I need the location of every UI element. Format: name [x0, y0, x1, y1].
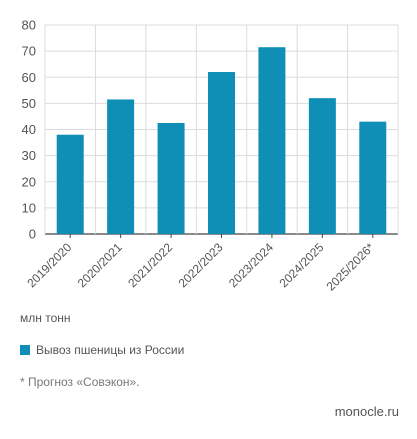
y-tick-label: 20: [22, 174, 36, 189]
x-tick-label: 2025/2026*: [324, 240, 378, 294]
x-tick-label: 2024/2025: [276, 240, 326, 290]
legend-label: Вывоз пшеницы из России: [36, 343, 185, 357]
bar: [359, 121, 387, 234]
bar: [107, 99, 135, 234]
x-tick-label: 2022/2023: [176, 240, 226, 290]
y-tick-label: 30: [22, 148, 36, 163]
y-tick-label: 40: [22, 122, 36, 137]
bar: [258, 47, 286, 234]
bar-chart: 0 10 20 30 40 50 60 70 80 2019/2020 2020/2021 2021/…: [22, 18, 399, 294]
y-tick-label: 0: [29, 227, 36, 242]
unit-label: млн тонн: [20, 311, 71, 325]
bar: [56, 134, 84, 234]
x-tick-label: 2020/2021: [75, 240, 125, 290]
bar: [157, 122, 185, 234]
y-tick-label: 70: [22, 44, 36, 59]
bar: [308, 98, 336, 235]
x-tick-label: 2023/2024: [226, 240, 276, 290]
x-tick-label: 2019/2020: [24, 240, 74, 290]
bar: [208, 72, 235, 235]
x-tick-label: 2021/2022: [125, 240, 175, 290]
y-tick-label: 10: [22, 200, 36, 215]
y-tick-label: 50: [22, 96, 36, 111]
y-tick-label: 60: [22, 70, 36, 85]
legend: Вывоз пшеницы из России: [20, 343, 184, 357]
y-tick-label: 80: [22, 18, 36, 33]
legend-swatch: [20, 345, 30, 355]
footnote: * Прогноз «Совэкон».: [20, 375, 140, 389]
source-label: monocle.ru: [334, 404, 399, 419]
